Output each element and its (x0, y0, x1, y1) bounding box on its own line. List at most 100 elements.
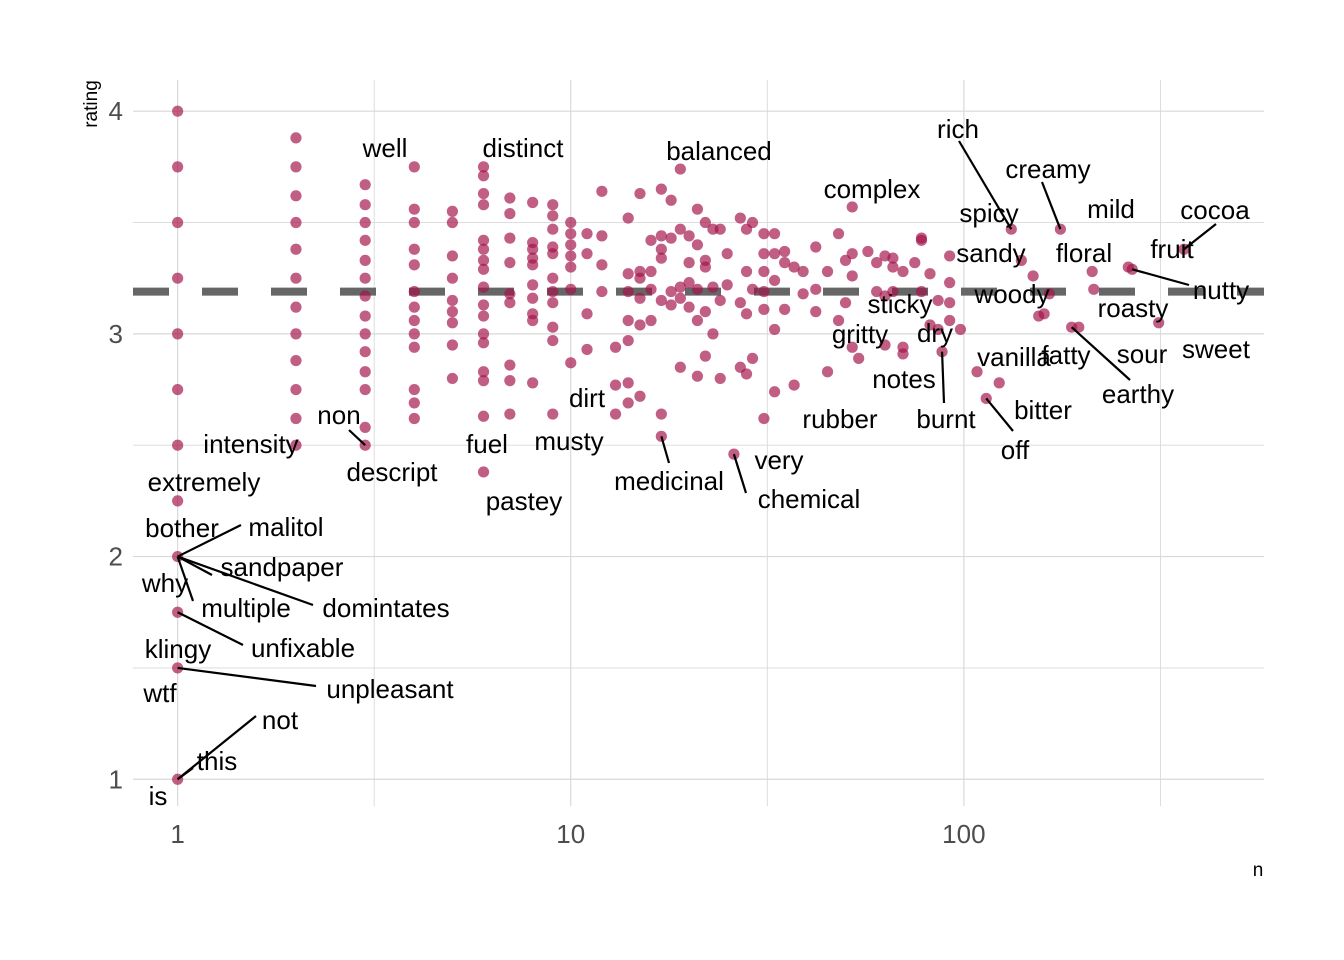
y-axis: 1 2 3 4 (109, 96, 123, 794)
data-point (172, 439, 184, 451)
data-point (446, 272, 459, 284)
data-point (477, 254, 490, 266)
data-point (788, 261, 800, 273)
point-label: roasty (1098, 293, 1169, 323)
data-point (634, 390, 646, 402)
data-point (446, 317, 459, 329)
data-point (290, 383, 302, 396)
data-point (527, 279, 539, 291)
data-point (172, 383, 184, 396)
point-label: mild (1087, 194, 1135, 224)
data-point (734, 297, 746, 309)
data-point (477, 243, 490, 255)
point-label: burnt (916, 404, 976, 434)
data-point (359, 383, 371, 396)
data-point (359, 199, 371, 211)
data-point (846, 248, 858, 260)
point-label: very (754, 445, 803, 475)
data-point (707, 281, 719, 293)
data-point (758, 303, 770, 315)
point-label: spicy (959, 198, 1018, 228)
point-label: complex (824, 174, 921, 204)
point-label: dirt (569, 383, 606, 413)
data-point (645, 234, 657, 246)
point-label: is (149, 781, 168, 811)
point-label: unpleasant (326, 674, 454, 704)
data-point (832, 228, 845, 240)
point-label: medicinal (614, 466, 724, 496)
data-point (758, 412, 770, 425)
data-point (655, 243, 667, 255)
data-point (547, 321, 559, 333)
y-tick-label: 3 (109, 319, 123, 349)
data-point (408, 161, 420, 173)
data-point (699, 350, 711, 362)
data-point (1027, 270, 1039, 282)
data-point (504, 408, 516, 420)
data-point (645, 283, 657, 295)
data-point (821, 265, 834, 278)
data-point (846, 201, 858, 213)
data-point (477, 170, 490, 182)
data-point (408, 314, 420, 327)
point-label: non (317, 400, 360, 430)
leader-line (177, 555, 213, 576)
data-point (596, 230, 608, 242)
point-label: rubber (802, 404, 877, 434)
data-point (655, 230, 667, 242)
data-point (172, 662, 184, 674)
data-point (634, 319, 646, 331)
data-point (665, 285, 677, 298)
data-point (1043, 288, 1055, 300)
data-point (565, 216, 577, 229)
data-point (359, 328, 371, 340)
data-point (527, 259, 539, 271)
data-point (408, 328, 420, 340)
data-point (665, 299, 677, 311)
data-point (839, 297, 852, 309)
data-point (944, 250, 956, 262)
grid-minor (133, 80, 1264, 806)
data-point (547, 248, 559, 260)
data-point (634, 292, 646, 304)
data-point (609, 379, 622, 391)
data-point (699, 261, 711, 273)
point-label: wtf (142, 678, 177, 708)
point-label: cocoa (1180, 195, 1250, 225)
point-label: sandpaper (221, 552, 344, 582)
data-point (768, 323, 781, 336)
point-label: vanilla (977, 342, 1051, 372)
data-point (622, 314, 634, 327)
data-point (871, 285, 883, 298)
data-point (290, 216, 302, 229)
data-point (581, 228, 593, 240)
data-point (172, 216, 184, 229)
data-point (655, 183, 667, 195)
data-point (674, 292, 686, 304)
data-point (691, 239, 704, 251)
data-point (504, 375, 516, 387)
leader-line (177, 524, 242, 558)
data-point (887, 252, 899, 264)
point-label: well (362, 133, 408, 163)
data-point (581, 308, 593, 320)
data-point (768, 228, 781, 240)
data-point (853, 352, 865, 364)
data-point (909, 257, 921, 269)
data-point (477, 299, 490, 311)
data-point (622, 285, 634, 298)
data-point (359, 254, 371, 266)
data-point (408, 243, 420, 255)
data-point (707, 328, 719, 340)
leader-line (1070, 326, 1131, 381)
data-point (408, 216, 420, 229)
data-point (547, 223, 559, 235)
x-axis-title: n (1253, 860, 1264, 881)
point-label: fruit (1150, 234, 1194, 264)
data-point (477, 310, 490, 322)
data-point (290, 243, 302, 255)
data-point (172, 328, 184, 340)
data-point (359, 234, 371, 246)
x-tick-label: 10 (556, 819, 585, 849)
